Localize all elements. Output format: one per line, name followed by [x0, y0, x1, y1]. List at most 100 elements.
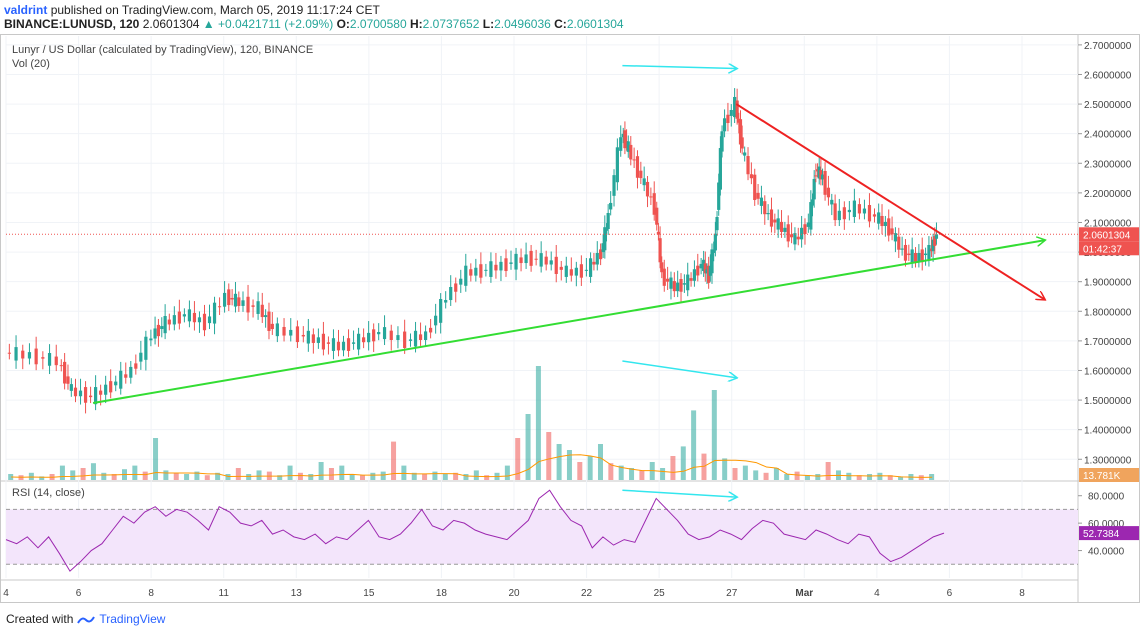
candle-body: [715, 217, 719, 231]
published-text: published on TradingView.com, March 05, …: [50, 3, 380, 17]
volume-bar: [887, 475, 893, 480]
candle-body: [656, 231, 661, 235]
volume-bar: [856, 475, 862, 480]
candle-body: [584, 269, 588, 271]
candle-body: [362, 337, 366, 343]
candle-body: [230, 297, 234, 300]
volume-bar: [339, 465, 345, 480]
price-tick-label: 1.8000000: [1084, 307, 1132, 318]
candle-body: [579, 264, 583, 278]
tradingview-brand[interactable]: TradingView: [99, 612, 166, 626]
candle-body: [599, 249, 603, 260]
rsi-band: [6, 509, 1078, 565]
volume-bar: [742, 465, 748, 480]
time-tick-label: 8: [148, 588, 154, 599]
candle-body: [867, 205, 872, 222]
candle-body: [720, 131, 724, 152]
volume-badge: 13.781K: [1083, 471, 1121, 482]
countdown-badge: 01:42:37: [1083, 244, 1122, 255]
time-tick-label: 15: [363, 588, 375, 599]
volume-bar: [535, 366, 541, 480]
candle-body: [212, 302, 217, 324]
volume-bar: [101, 472, 107, 480]
candle-body: [207, 316, 212, 324]
volume-bar: [680, 446, 686, 480]
candle-body: [454, 283, 458, 292]
candle-body: [377, 332, 381, 335]
axes: 2.7000000 2.6000000 2.5000000 2.4000000 2.30…: [3, 41, 1139, 599]
volume-bar: [370, 472, 376, 480]
candle-body: [418, 334, 423, 340]
candle-body: [609, 202, 613, 210]
volume-bar: [204, 475, 210, 480]
candle-body: [367, 332, 371, 343]
rsi-divergence-arrow: [622, 489, 736, 497]
candle-body: [800, 227, 804, 240]
candle-body: [592, 261, 596, 265]
price-badge: 2.0601304: [1083, 230, 1131, 241]
volume-bar: [142, 471, 148, 480]
candle-body: [237, 297, 241, 306]
candle-body: [139, 352, 143, 362]
volume-bar: [453, 472, 459, 480]
price-badge-bg: [1079, 227, 1139, 242]
candle-body: [351, 342, 356, 344]
volume-bar: [711, 390, 717, 480]
candle-body: [880, 215, 884, 227]
time-tick-label: 18: [436, 588, 448, 599]
candle-body: [413, 330, 418, 347]
volume-bar: [608, 463, 614, 480]
author-name[interactable]: valdrint: [4, 3, 48, 17]
volume-bar: [277, 475, 283, 480]
time-tick-label: 4: [3, 588, 9, 599]
candle-body: [872, 214, 877, 217]
header-line-2: BINANCE:LUNUSD, 120 2.0601304 ▲ +0.04217…: [4, 17, 624, 31]
candle-body: [88, 395, 93, 398]
candle-body: [529, 250, 533, 266]
candle-body: [883, 221, 887, 227]
candle-body: [202, 313, 207, 331]
volume-bar: [432, 471, 438, 480]
candle-body: [444, 300, 448, 303]
rsi-tick-label: 60.0000: [1088, 519, 1125, 530]
header-line-1: valdrint published on TradingView.com, M…: [4, 3, 380, 17]
candle-body: [341, 341, 346, 351]
candle-body: [569, 269, 573, 276]
volume-bar: [287, 465, 293, 480]
volume-bar: [825, 462, 831, 480]
candle-body: [793, 233, 797, 245]
rsi-legend: RSI (14, close): [12, 487, 85, 499]
close-value: 2.0601304: [566, 17, 624, 31]
candle-body: [78, 390, 83, 397]
candle-body: [857, 204, 862, 214]
candle-body: [917, 252, 921, 262]
candle-body: [233, 293, 238, 307]
volume-bar: [773, 468, 779, 480]
candle-body: [933, 236, 937, 246]
candle-body: [519, 257, 523, 264]
volume-bar: [691, 410, 697, 480]
candle-body: [301, 334, 305, 337]
candle-body: [619, 137, 623, 151]
candle-body: [934, 234, 939, 239]
volume-bar: [308, 474, 314, 480]
candle-body: [626, 141, 630, 152]
candle-body: [21, 350, 25, 359]
candle-body: [662, 268, 666, 286]
candle-body: [910, 249, 914, 263]
candle-body: [275, 323, 279, 337]
candle-body: [601, 243, 605, 253]
volume-bar: [846, 472, 852, 480]
candle-body: [160, 326, 164, 330]
candle-body: [144, 336, 148, 360]
candle-body: [676, 282, 680, 292]
candle-body: [779, 221, 784, 232]
volume-bar: [473, 470, 479, 480]
volume-bar: [732, 468, 738, 480]
candle-body: [251, 305, 255, 307]
candle-body: [900, 248, 904, 250]
candle-body: [696, 265, 700, 276]
volume-bar: [463, 474, 469, 480]
candle-body: [615, 147, 619, 183]
candle-body: [182, 314, 186, 317]
